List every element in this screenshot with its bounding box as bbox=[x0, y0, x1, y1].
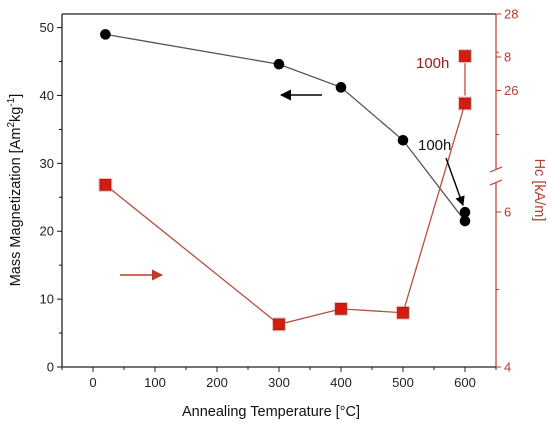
magnetization-point bbox=[459, 215, 471, 227]
y-right-tick-label: 26 bbox=[504, 83, 518, 98]
magnetization-point-100h bbox=[459, 206, 471, 218]
annotation-100h-coercivity: 100h bbox=[416, 55, 449, 72]
x-tick-label: 100 bbox=[144, 375, 166, 390]
y-left-title-sup1: 2 bbox=[6, 122, 17, 128]
axis-break-mark bbox=[489, 166, 503, 173]
x-tick-label: 600 bbox=[454, 375, 476, 390]
coercivity-point bbox=[99, 179, 112, 191]
y-right-tick-label: 8 bbox=[504, 50, 511, 65]
y-right-tick-label: 28 bbox=[504, 7, 518, 22]
axis-break-mark bbox=[489, 179, 503, 186]
x-tick-label: 500 bbox=[392, 375, 414, 390]
magnetization-point bbox=[273, 58, 285, 70]
y-axis-left: 0 10 20 30 40 50 bbox=[40, 20, 62, 375]
y-left-title-suffix: ] bbox=[8, 94, 24, 98]
y-axis-left-title: Mass Magnetization [Am2kg-1] bbox=[6, 94, 24, 287]
plot-frame bbox=[61, 13, 503, 368]
arrows bbox=[120, 89, 465, 281]
coercivity-point bbox=[273, 318, 285, 331]
y-axis-right: 4 6 8 26 28 bbox=[496, 7, 518, 375]
annotation-arrow-100h bbox=[445, 157, 465, 207]
annotation-100h-magnetization: 100h bbox=[418, 137, 451, 154]
x-tick-label: 200 bbox=[206, 375, 228, 390]
y-right-tick-label: 4 bbox=[504, 360, 511, 375]
y-left-title-prefix: Mass Magnetization [Am bbox=[8, 128, 24, 287]
x-tick-label: 0 bbox=[89, 375, 96, 390]
series-lines bbox=[104, 33, 466, 326]
magnetization-point bbox=[335, 82, 347, 93]
y-right-tick-label: 6 bbox=[504, 205, 511, 220]
y-axis-right-title: Hc [kA/m] bbox=[531, 159, 547, 222]
magnetization-line bbox=[105, 33, 466, 222]
coercivity-line bbox=[104, 103, 466, 326]
y-left-tick-label: 50 bbox=[40, 20, 54, 35]
series-markers bbox=[98, 29, 472, 332]
y-left-tick-label: 30 bbox=[40, 156, 54, 171]
y-left-tick-label: 0 bbox=[47, 360, 54, 375]
x-axis-title: Annealing Temperature [°C] bbox=[182, 404, 360, 420]
y-left-title-sup2: -1 bbox=[6, 97, 17, 106]
coercivity-point bbox=[397, 306, 409, 319]
y-left-tick-label: 20 bbox=[40, 224, 54, 239]
x-tick-label: 300 bbox=[268, 375, 290, 390]
y-left-tick-label: 40 bbox=[40, 88, 54, 103]
x-axis: 0 100 200 300 400 500 600 bbox=[61, 367, 497, 390]
coercivity-point bbox=[335, 303, 347, 315]
magnetization-point bbox=[100, 29, 111, 40]
coercivity-point-100h bbox=[459, 50, 471, 62]
y-left-title-mid: kg bbox=[8, 107, 24, 122]
x-tick-label: 400 bbox=[330, 375, 352, 390]
magnetization-point bbox=[397, 134, 409, 146]
y-left-tick-label: 10 bbox=[40, 292, 54, 307]
coercivity-point bbox=[459, 97, 471, 110]
